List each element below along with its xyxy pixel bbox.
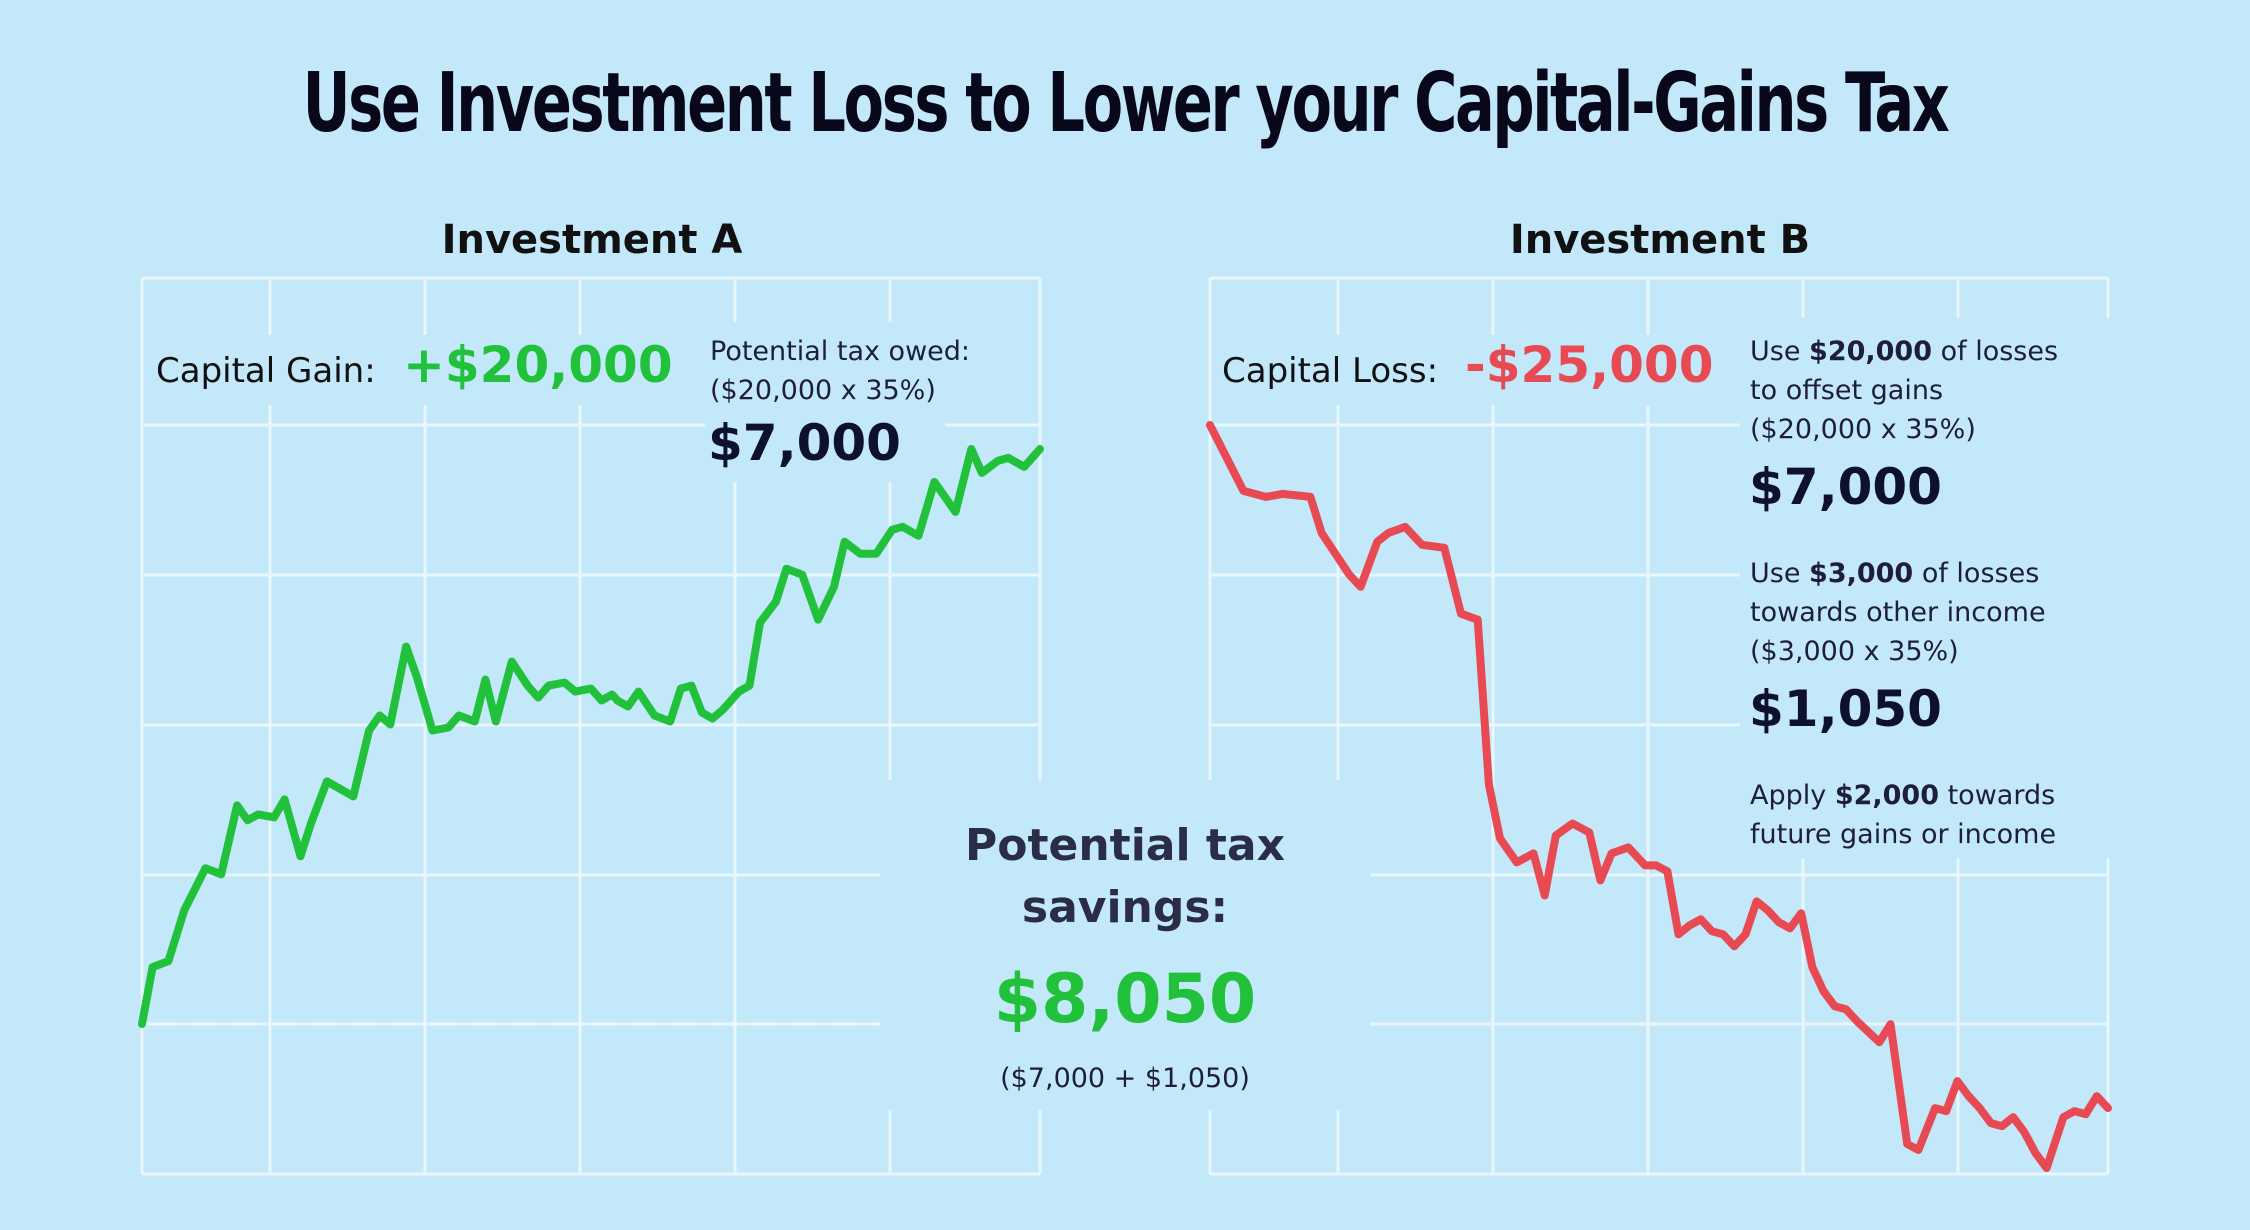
page-title: Use Investment Loss to Lower your Capita… [302, 56, 1950, 151]
capital-gain-label: Capital Gain: [156, 351, 376, 391]
offset-note-line1: Use $20,000 of losses [1750, 336, 2059, 367]
investment-b-title: Investment B [1509, 217, 1811, 263]
capital-loss-value: -$25,000 [1465, 336, 1714, 394]
investment-b-notes-bg [1740, 318, 2115, 858]
offset-note-value: $7,000 [1749, 458, 1942, 516]
savings-formula: ($7,000 + $1,050) [1000, 1063, 1250, 1094]
savings-value: $8,050 [993, 960, 1257, 1039]
tax-owed-value: $7,000 [708, 414, 901, 472]
other-income-note-line2: towards other income [1750, 597, 2046, 628]
tax-owed-formula: ($20,000 x 35%) [710, 375, 936, 406]
savings-title: Potential tax savings: [965, 820, 1285, 933]
investment-b-label-bg [1216, 335, 1701, 405]
savings-bg [880, 780, 1370, 1110]
offset-note-line2: to offset gains [1750, 375, 1944, 406]
investment-b-series-line [1206, 421, 2112, 1172]
investment-a-label-bg [148, 335, 638, 405]
offset-note-formula: ($20,000 x 35%) [1750, 414, 1976, 445]
other-income-note-formula: ($3,000 x 35%) [1750, 636, 1959, 667]
investment-a-tax-bg [705, 322, 945, 482]
other-income-note-value: $1,050 [1749, 680, 1942, 738]
carry-forward-note-line1: Apply $2,000 towards [1750, 780, 2056, 811]
investment-a-series-line [138, 445, 1044, 1028]
capital-loss-label: Capital Loss: [1222, 351, 1439, 391]
investment-a-title: Investment A [441, 217, 743, 263]
carry-forward-note-line2: future gains or income [1750, 819, 2057, 850]
other-income-note-line1: Use $3,000 of losses [1750, 558, 2040, 589]
capital-gain-value: +$20,000 [403, 336, 673, 394]
tax-owed-label: Potential tax owed: [710, 336, 971, 367]
